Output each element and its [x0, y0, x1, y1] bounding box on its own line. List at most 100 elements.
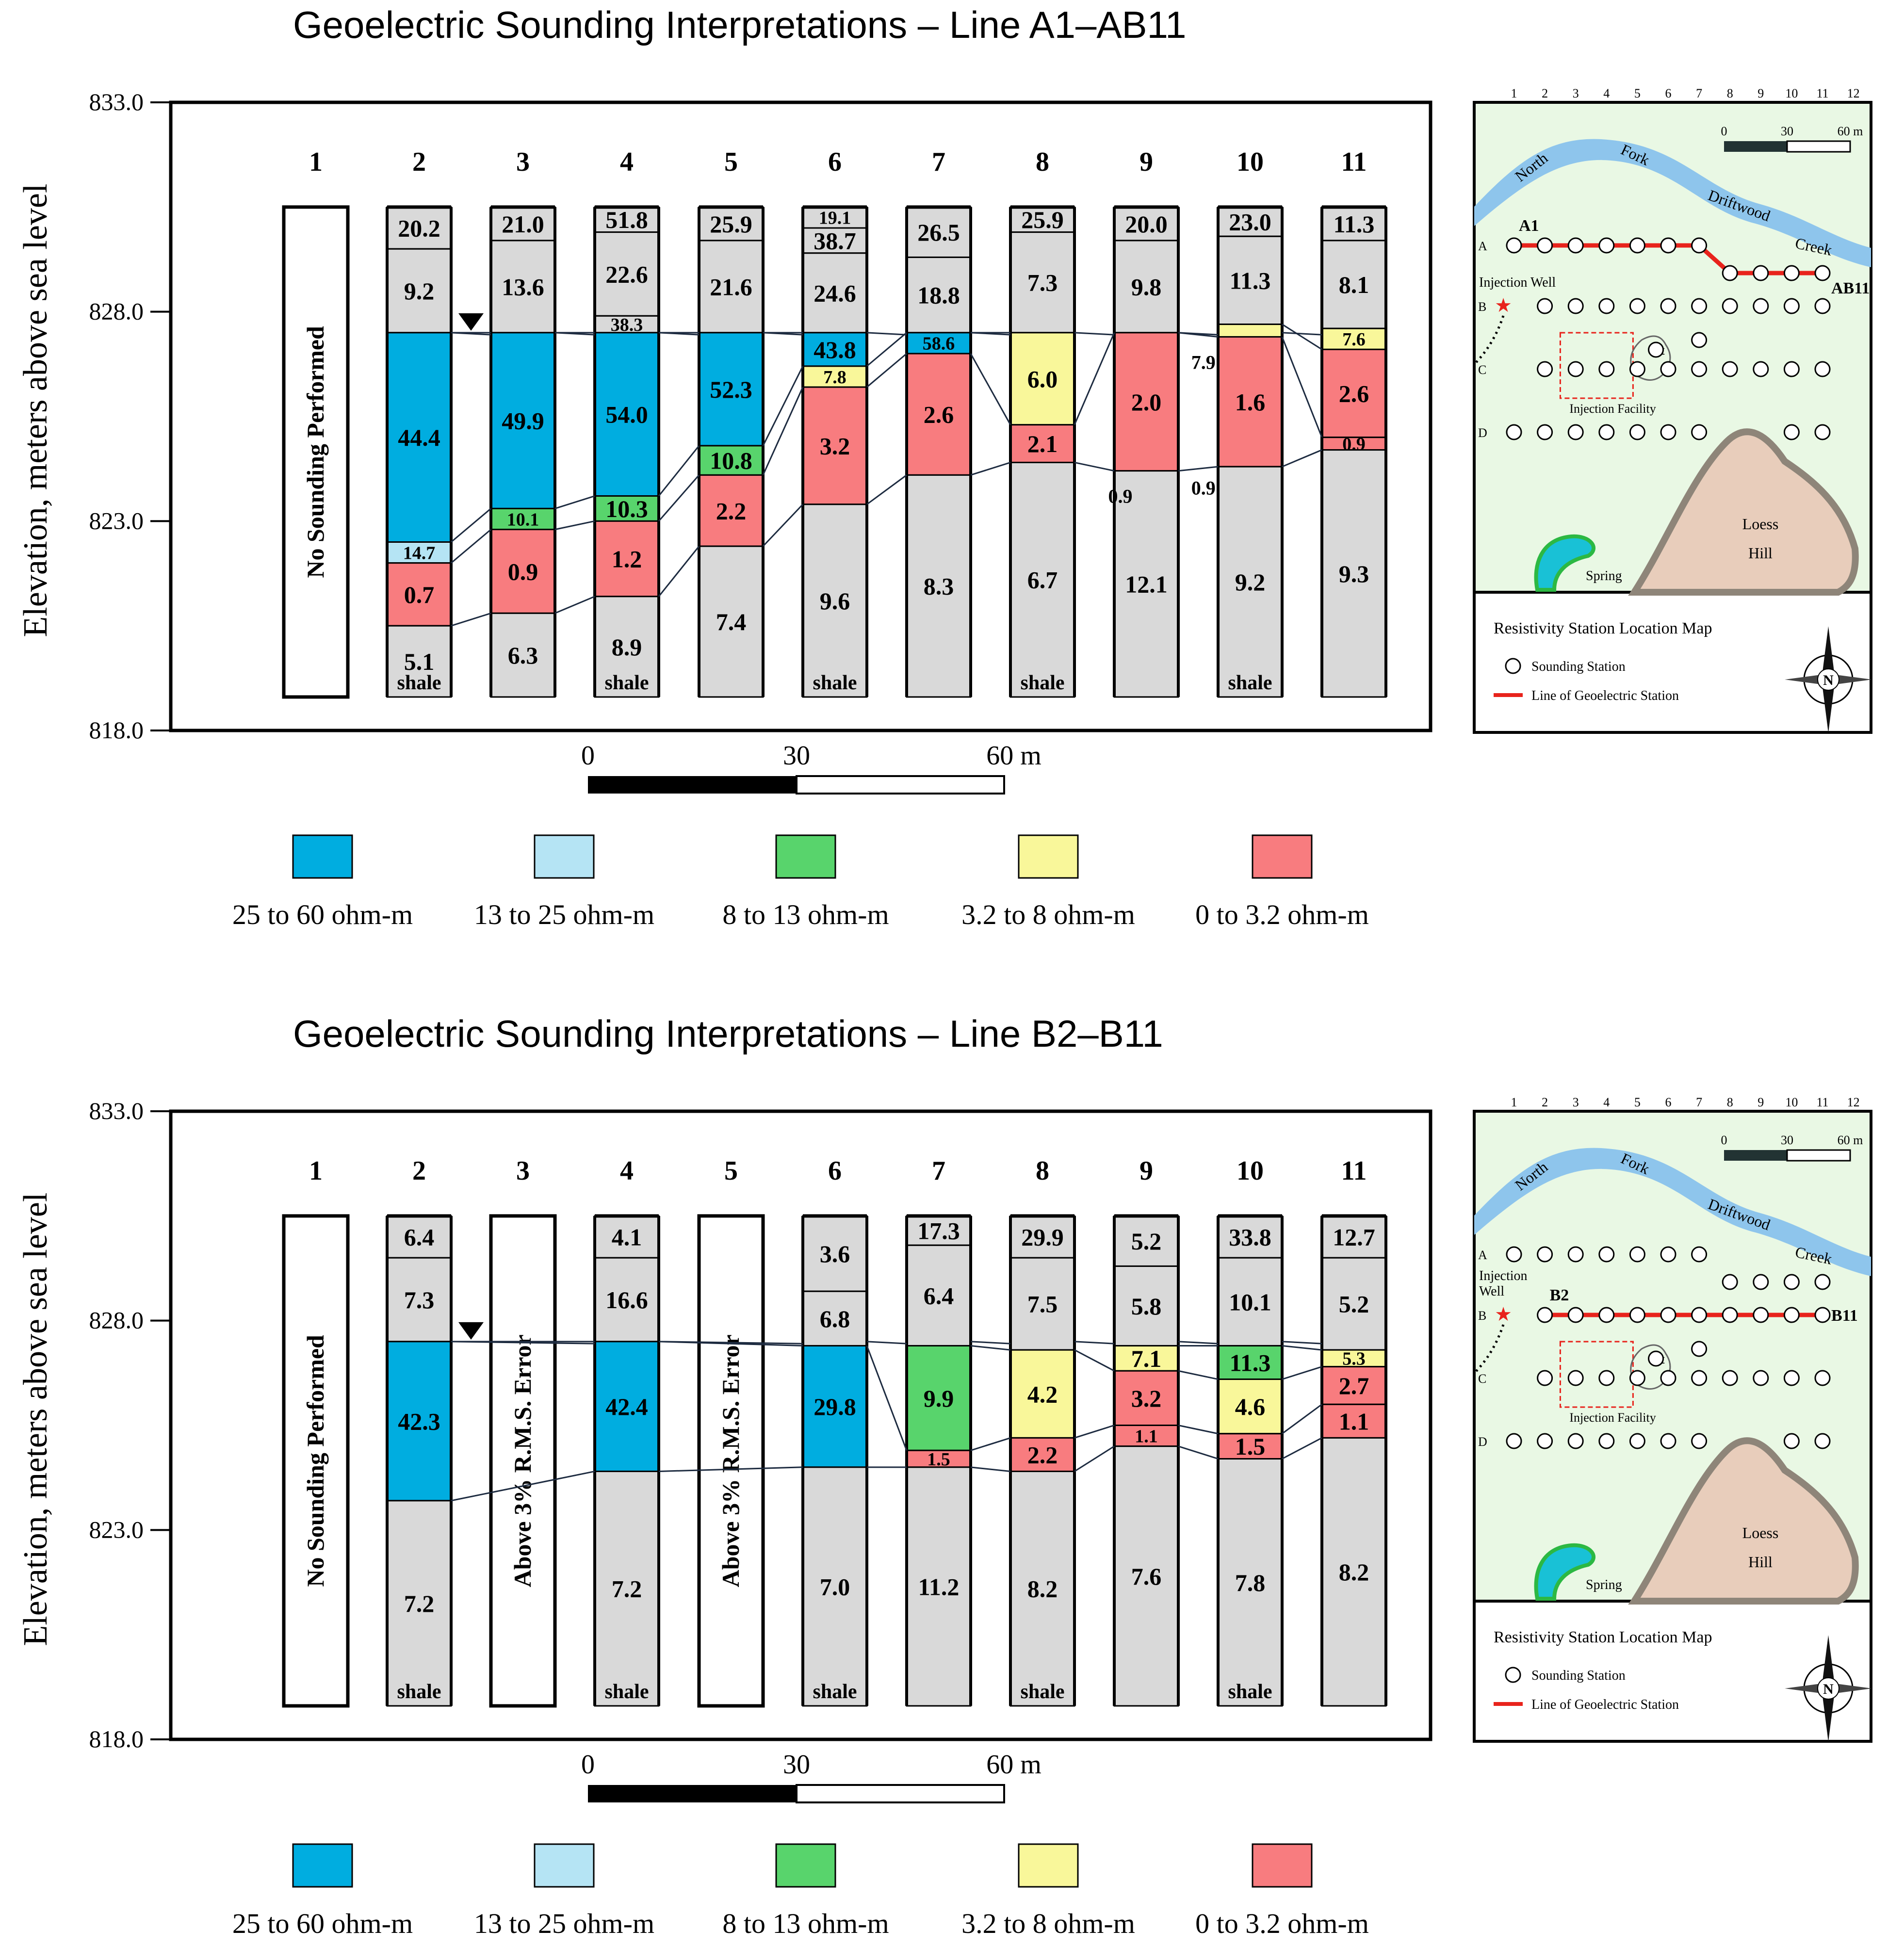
water-level-line	[1282, 332, 1322, 336]
layer-value: 2.0	[1131, 389, 1162, 416]
layer-value: 7.3	[404, 1286, 435, 1314]
map-row-letter: B	[1478, 300, 1486, 314]
legend-swatch-lightblue	[534, 834, 595, 879]
map-column-number: 11	[1816, 1095, 1828, 1109]
layer-value: 5.2	[1131, 1228, 1162, 1255]
water-level-line	[970, 332, 1011, 336]
station-number: 7	[932, 1156, 945, 1186]
sounding-station	[1753, 1274, 1769, 1290]
injection-well-label: Injection Well	[1479, 275, 1556, 290]
y-tick-label: 823.0	[89, 507, 144, 534]
map-scale-label: 60 m	[1838, 1133, 1863, 1147]
legend-label: 3.2 to 8 ohm-m	[961, 899, 1135, 930]
empty-column	[282, 205, 350, 699]
correlation-line	[970, 462, 1011, 476]
sounding-station	[1506, 1246, 1522, 1263]
station-number: 2	[412, 147, 426, 177]
panel-2: Geoelectric Sounding Interpretations – L…	[17, 1012, 1872, 1939]
station-number: 4	[620, 147, 634, 177]
layer-blue	[698, 332, 764, 447]
station-number: 10	[1237, 1156, 1264, 1186]
correlation-line	[1282, 1404, 1322, 1434]
station-number: 5	[724, 1156, 738, 1186]
sounding-station	[1598, 1370, 1615, 1386]
layer-value: 44.4	[398, 424, 440, 451]
layer-value: 1.1	[1339, 1408, 1369, 1435]
layer-value: 5.2	[1339, 1291, 1369, 1318]
correlation-line	[1178, 466, 1219, 472]
correlation-line	[866, 353, 907, 388]
sounding-station	[1814, 1370, 1831, 1386]
layer-value: 5.3	[1342, 1349, 1366, 1369]
station-number: 5	[724, 147, 738, 177]
sounding-station	[1722, 1274, 1738, 1290]
sounding-station	[1629, 1370, 1645, 1386]
legend-label: 13 to 25 ohm-m	[474, 899, 654, 930]
correlation-line	[970, 1437, 1011, 1451]
correlation-line	[762, 387, 804, 475]
empty-column	[282, 1214, 350, 1708]
map-scale-white	[1786, 1149, 1851, 1162]
shale-label: shale	[604, 1681, 649, 1703]
sounding-station	[1567, 424, 1584, 440]
station-number: 4	[620, 1156, 634, 1186]
layer-value: 7.5	[1027, 1291, 1058, 1318]
water-level-line	[658, 332, 700, 336]
sounding-column-11: 11.38.17.62.60.99.3	[1320, 205, 1387, 698]
shale-label: shale	[397, 672, 441, 694]
line-end-label: AB11	[1831, 279, 1870, 297]
sounding-station	[1783, 1274, 1800, 1290]
legend-swatch-blue	[292, 834, 353, 879]
loess-hill	[1628, 428, 1859, 596]
column-note: Above 3% R.M.S. Error	[509, 1334, 536, 1587]
layer-value: 18.8	[917, 282, 960, 309]
sounding-station	[1567, 298, 1584, 314]
map-column-number: 8	[1727, 1095, 1733, 1109]
injection-path	[1473, 315, 1505, 365]
layer-value: 7.0	[820, 1573, 850, 1600]
layer-value: 16.6	[605, 1286, 648, 1314]
layer-value: 7.2	[612, 1575, 642, 1603]
layer-gray	[1217, 1458, 1283, 1707]
layer-gray	[1113, 1215, 1179, 1267]
sounding-station	[1691, 332, 1708, 348]
correlation-line	[554, 520, 595, 531]
map-legend-title: Resistivity Station Location Map	[1494, 619, 1712, 637]
column-note: No Sounding Performed	[302, 1335, 329, 1587]
sounding-station	[1660, 237, 1676, 254]
layer-value: 0.7	[404, 581, 435, 608]
sounding-station	[1753, 361, 1769, 377]
layer-gray	[802, 1215, 868, 1292]
layer-value: 14.7	[403, 543, 436, 563]
layer-value: 7.1	[1131, 1345, 1162, 1372]
water-level-line	[1282, 1341, 1322, 1345]
sounding-column-2: 6.4 7.3 42.3 7.2 shale	[386, 1214, 453, 1707]
sounding-station	[1814, 1307, 1831, 1323]
water-level-line	[451, 332, 491, 336]
legend-swatch-yellow	[1018, 1843, 1079, 1888]
scale-label: 30	[783, 741, 810, 771]
sounding-station	[1537, 424, 1553, 440]
layer-value: 19.1	[819, 208, 851, 228]
layer-gray	[802, 1466, 868, 1707]
layer-value: 11.3	[1230, 267, 1271, 294]
sounding-station	[1814, 1274, 1831, 1290]
sounding-station	[1722, 361, 1738, 377]
layer-value: 7.2	[404, 1590, 435, 1617]
sounding-station	[1753, 265, 1769, 281]
scale-label: 30	[783, 1750, 810, 1780]
sounding-station	[1783, 265, 1800, 281]
layer-value: 52.3	[710, 376, 752, 403]
layer-value: 8.3	[924, 573, 954, 600]
layer-value: 10.8	[710, 447, 752, 474]
column-note: Above 3% R.M.S. Error	[717, 1334, 744, 1587]
panel-title: Geoelectric Sounding Interpretations – L…	[293, 3, 1186, 46]
map-row-letter: D	[1478, 426, 1487, 440]
correlation-line	[1282, 449, 1322, 468]
spring-shape	[1534, 534, 1595, 592]
correlation-line	[658, 474, 700, 522]
water-level-line	[866, 332, 907, 336]
map-column-number: 9	[1758, 1095, 1764, 1109]
sounding-station	[1537, 1370, 1553, 1386]
